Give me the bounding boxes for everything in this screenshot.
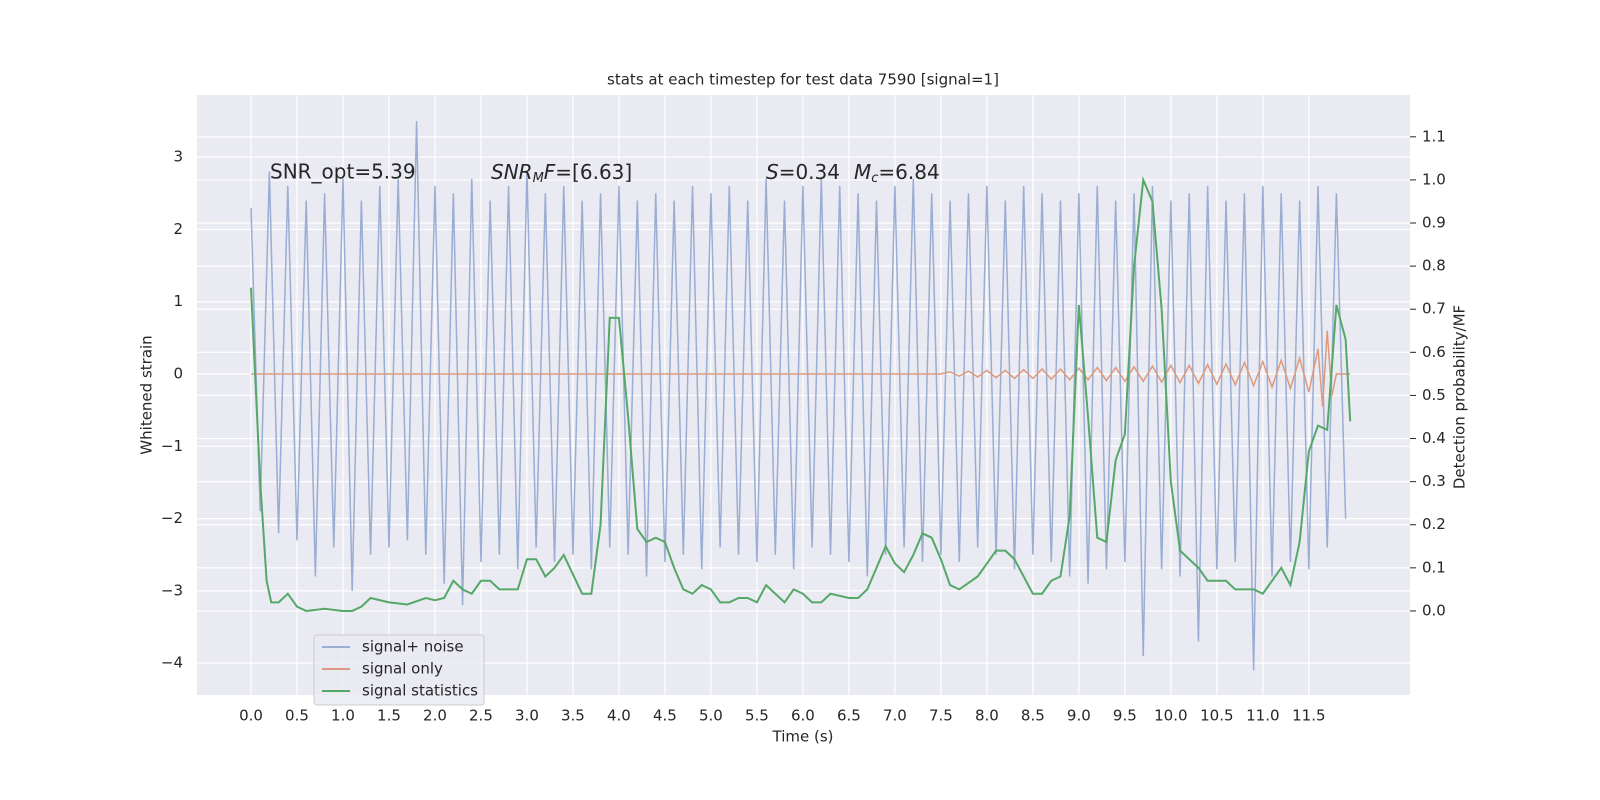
y-tick-label: 1 <box>173 292 183 310</box>
annotation-part: SNR <box>491 160 533 184</box>
annotation-part: =6.84 <box>878 160 939 184</box>
x-tick-label: 9.5 <box>1113 707 1137 725</box>
x-tick-label: 10.5 <box>1200 707 1233 725</box>
y2-tick-label: 0.2 <box>1422 515 1446 533</box>
y-tick-label: 0 <box>173 365 183 383</box>
y2-tick-label: 0.9 <box>1422 214 1446 232</box>
x-tick-label: 0.5 <box>285 707 309 725</box>
x-tick-label: 2.0 <box>423 707 447 725</box>
x-tick-label: 2.5 <box>469 707 493 725</box>
legend-box <box>313 634 485 706</box>
x-tick-label: 11.0 <box>1246 707 1279 725</box>
y2-tick-label: 0.6 <box>1422 343 1446 361</box>
annotation-part: M <box>854 160 871 184</box>
x-tick-label: 4.5 <box>653 707 677 725</box>
y-tick-label: −3 <box>161 581 183 599</box>
y2-tick-label: 0.3 <box>1422 472 1446 490</box>
x-tick-label: 7.5 <box>929 707 953 725</box>
y2-tick-label: 0.5 <box>1422 386 1446 404</box>
x-tick-label: 1.0 <box>331 707 355 725</box>
y2-tick-label: 0.0 <box>1422 601 1446 619</box>
x-tick-label: 6.5 <box>837 707 861 725</box>
series-line <box>250 121 1347 671</box>
legend-label: signal+ noise <box>362 638 464 656</box>
series-line <box>250 330 1351 407</box>
y2-tick-label: 0.4 <box>1422 429 1446 447</box>
x-tick-label: 7.0 <box>883 707 907 725</box>
x-tick-label: 6.0 <box>791 707 815 725</box>
y2-tick-label: 0.1 <box>1422 558 1446 576</box>
x-axis-label: Time (s) <box>772 728 834 746</box>
annotation-part: c <box>871 171 878 186</box>
legend-label: signal only <box>362 660 443 678</box>
annotation: SNRMF=[6.63] <box>491 160 632 186</box>
y2-axis-label: Detection probability/MF <box>1451 305 1469 489</box>
x-tick-label: 11.5 <box>1292 707 1325 725</box>
x-tick-label: 3.0 <box>515 707 539 725</box>
y2-tick-label: 0.7 <box>1422 300 1446 318</box>
legend: signal+ noise signal only signal statistic… <box>313 634 485 706</box>
annotation: S=0.34 Mc=6.84 <box>766 160 940 186</box>
y-tick-label: −1 <box>161 437 183 455</box>
y2-tick-label: 1.1 <box>1422 127 1446 145</box>
y2-tick-label: 0.8 <box>1422 257 1446 275</box>
annotation-part: M <box>533 171 544 186</box>
annotation-part: =0.34 <box>779 160 840 184</box>
annotation-part: =[6.63] <box>555 160 632 184</box>
x-tick-label: 10.0 <box>1154 707 1187 725</box>
y-tick-label: 3 <box>173 148 183 166</box>
x-tick-label: 4.0 <box>607 707 631 725</box>
legend-label: signal statistics <box>362 682 478 700</box>
y2-tick-label: 1.0 <box>1422 170 1446 188</box>
x-tick-label: 5.0 <box>699 707 723 725</box>
annotation-part: F <box>544 160 556 184</box>
chart-title: stats at each timestep for test data 759… <box>607 71 999 89</box>
series-line <box>249 175 1352 612</box>
annotation: SNR_opt=5.39 <box>270 160 416 184</box>
y-tick-label: −2 <box>161 509 183 527</box>
y-tick-label: −4 <box>161 654 183 672</box>
x-tick-label: 8.5 <box>1021 707 1045 725</box>
annotation-part: S <box>766 160 779 184</box>
x-tick-label: 0.0 <box>239 707 263 725</box>
x-tick-label: 8.0 <box>975 707 999 725</box>
x-tick-label: 5.5 <box>745 707 769 725</box>
labels: 0.0 0.5 1.0 1.5 2.0 2.5 3.0 3.5 4.0 4.5 5.0 5.5 6.0 6… <box>161 127 1446 724</box>
x-tick-label: 9.0 <box>1067 707 1091 725</box>
y-tick-label: 2 <box>173 220 183 238</box>
marks <box>249 121 1352 671</box>
x-tick-label: 3.5 <box>561 707 585 725</box>
y-axis-label: Whitened strain <box>138 335 156 454</box>
x-tick-label: 1.5 <box>377 707 401 725</box>
